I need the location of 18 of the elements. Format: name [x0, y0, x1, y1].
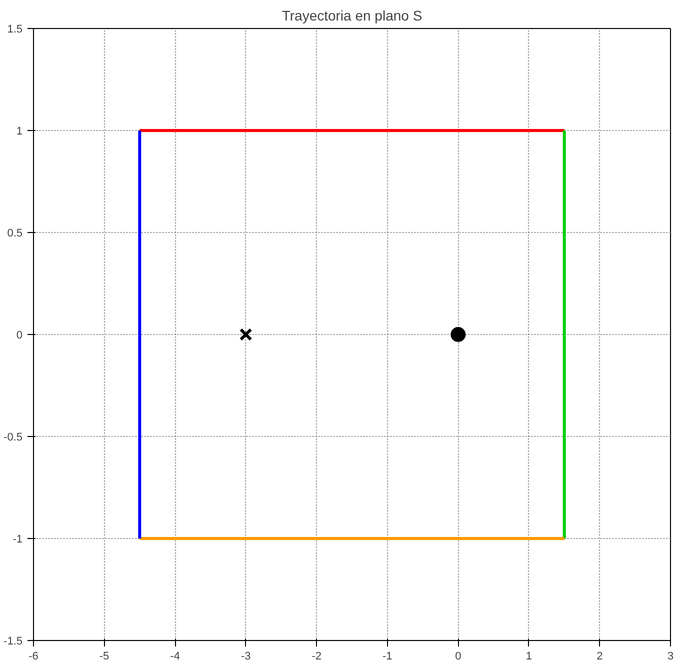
- x-tick-label: -3: [240, 650, 251, 662]
- y-tick-label: -0.5: [4, 432, 23, 444]
- y-tick-label: 0: [16, 330, 23, 342]
- y-tick-label: 1: [16, 126, 23, 138]
- x-tick-label: -6: [28, 650, 38, 662]
- chart-title: Trayectoria en plano S: [282, 8, 422, 24]
- y-tick-label: 0.5: [7, 228, 23, 240]
- y-tick-label: -1: [12, 534, 22, 546]
- x-tick-label: 3: [667, 650, 674, 662]
- y-tick-label: 1.5: [7, 24, 23, 36]
- x-tick-label: -1: [382, 650, 392, 662]
- x-tick-label: -2: [312, 650, 322, 662]
- x-tick-label: 0: [455, 650, 462, 662]
- x-tick-label: -5: [99, 650, 110, 662]
- y-tick-label: -1.5: [4, 636, 23, 648]
- x-tick-label: -4: [170, 650, 180, 662]
- x-tick-label: 2: [596, 650, 603, 662]
- x-tick-label: 1: [526, 650, 532, 662]
